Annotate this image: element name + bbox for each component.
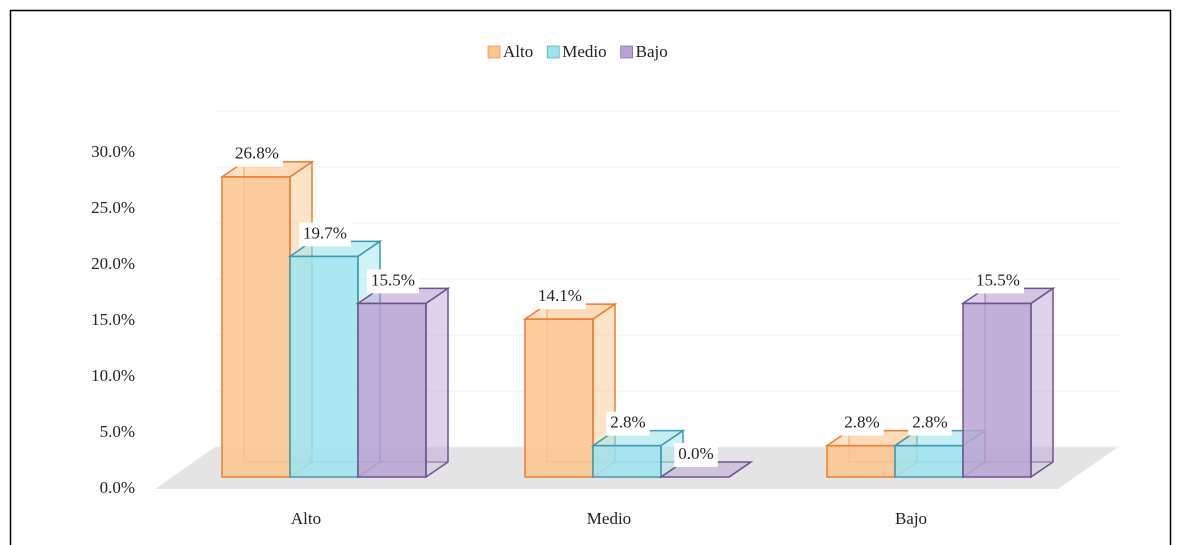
- value-label-bg: [908, 411, 952, 436]
- legend-swatch: [620, 45, 633, 59]
- legend-label: Alto: [503, 42, 533, 61]
- y-tick-label: 0.0%: [100, 478, 135, 497]
- value-label: 15.5%: [976, 270, 1020, 289]
- x-tick-label: Medio: [587, 509, 631, 528]
- value-label: 2.8%: [844, 413, 879, 432]
- bar: [289, 255, 359, 478]
- value-label-bg: [534, 285, 586, 310]
- value-label: 15.5%: [371, 270, 415, 289]
- y-tick-label: 10.0%: [91, 366, 135, 385]
- frame: [9, 9, 1172, 545]
- bar: [826, 444, 896, 478]
- value-label-bg: [606, 411, 650, 436]
- bar-side: [425, 286, 449, 479]
- value-label: 2.8%: [610, 413, 645, 432]
- bar: [962, 302, 1032, 478]
- y-tick-label: 5.0%: [100, 422, 135, 441]
- bar: [894, 444, 964, 478]
- bar: [592, 444, 662, 478]
- value-label-bg: [367, 269, 419, 294]
- y-tick-label: 30.0%: [91, 142, 135, 161]
- value-label-bg: [840, 411, 884, 436]
- value-label: 2.8%: [912, 413, 947, 432]
- x-tick-label: Alto: [291, 509, 321, 528]
- bar-side: [1030, 286, 1054, 479]
- value-label: 0.0%: [678, 444, 713, 463]
- legend-swatch: [487, 45, 501, 59]
- bar: [357, 302, 427, 478]
- value-label: 26.8%: [235, 144, 279, 163]
- value-label: 19.7%: [303, 223, 347, 242]
- y-tick-label: 20.0%: [91, 254, 135, 273]
- value-label-bg: [299, 222, 351, 247]
- legend-label: Medio: [562, 42, 606, 61]
- bar: [221, 176, 291, 478]
- value-label-bg: [972, 269, 1024, 294]
- value-label-bg: [674, 443, 718, 467]
- y-tick-label: 15.0%: [91, 310, 135, 329]
- x-tick-label: Bajo: [895, 509, 927, 528]
- legend-label: Bajo: [636, 42, 668, 61]
- value-label: 14.1%: [538, 286, 582, 305]
- value-label-bg: [231, 142, 283, 167]
- y-tick-label: 25.0%: [91, 198, 135, 217]
- legend-swatch: [546, 45, 560, 59]
- bar: [524, 318, 594, 478]
